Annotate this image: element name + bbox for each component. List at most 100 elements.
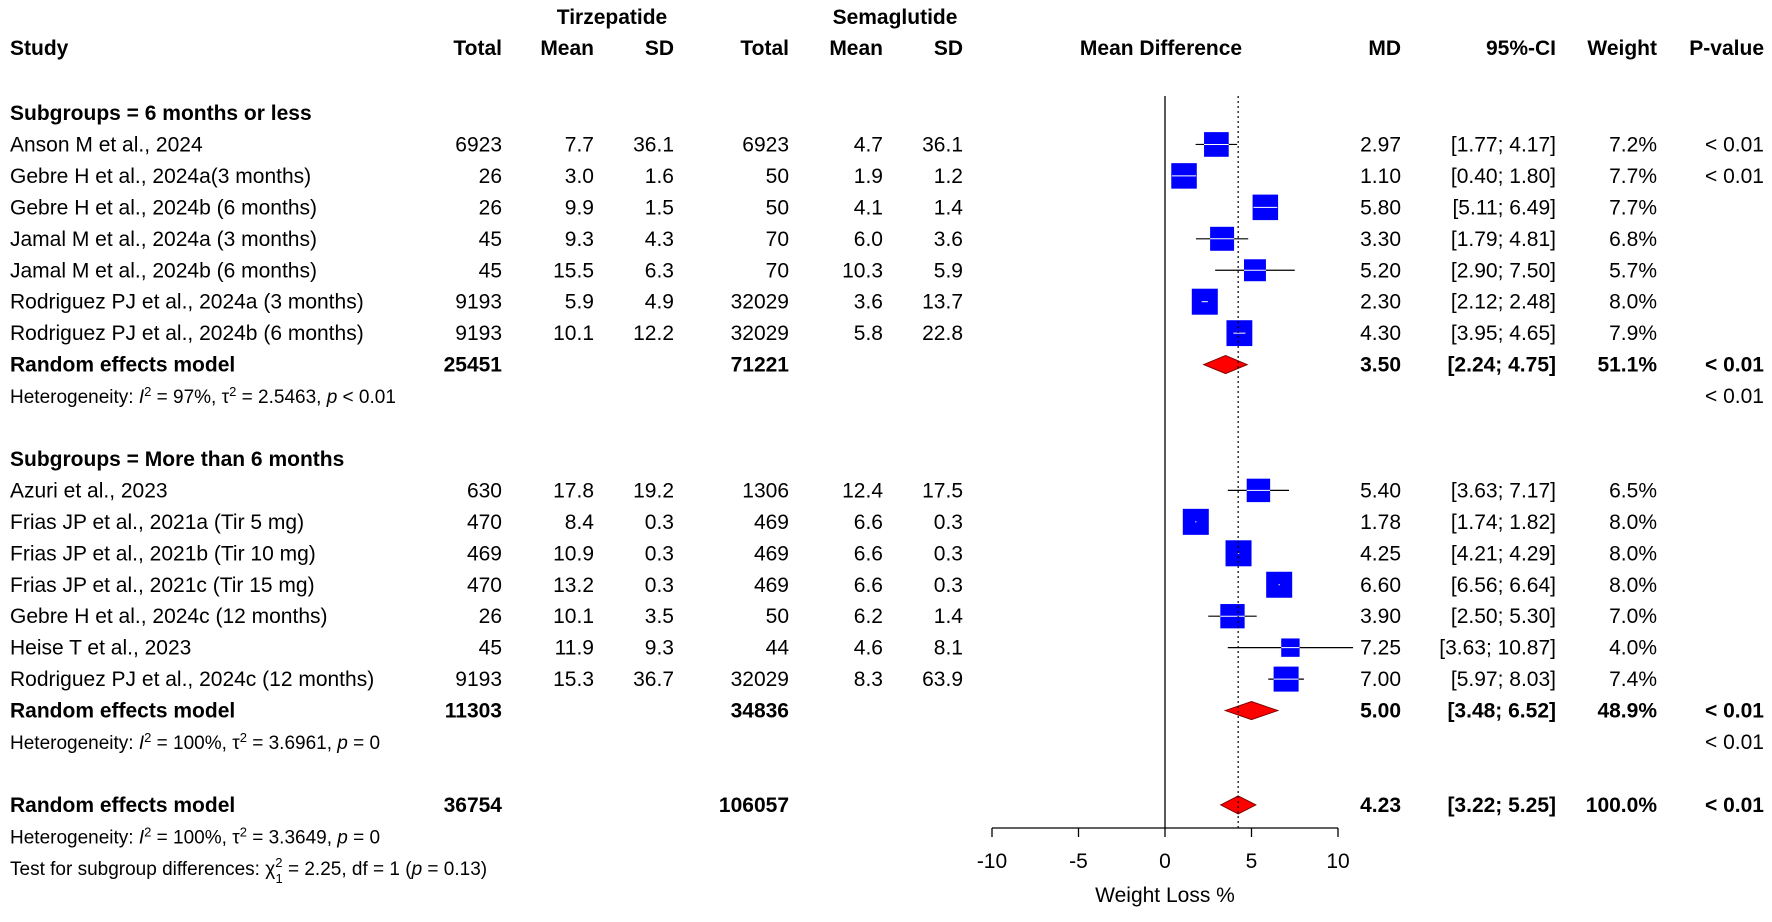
pvalue-cell: < 0.01 <box>1705 700 1764 723</box>
t-total-cell: 25451 <box>444 354 503 377</box>
s-mean-cell: 6.6 <box>854 574 883 597</box>
pooled-label: Random effects model <box>10 354 235 377</box>
md-cell: 3.90 <box>1360 605 1401 628</box>
pooled-diamond <box>1219 795 1257 815</box>
x-tick-label: -10 <box>977 850 1007 873</box>
md-cell: 4.25 <box>1360 542 1401 565</box>
s-total-cell: 32029 <box>731 291 789 314</box>
study-name: Jamal M et al., 2024a (3 months) <box>10 228 317 251</box>
heterogeneity-text: Heterogeneity: I2 = 100%, τ2 = 3.3649, p… <box>10 824 380 849</box>
t-sd-cell: 36.7 <box>633 668 674 691</box>
t-mean-cell: 9.9 <box>565 196 594 219</box>
het-pvalue-cell: < 0.01 <box>1705 385 1764 408</box>
t-mean-cell: 10.1 <box>553 322 594 345</box>
study-name: Jamal M et al., 2024b (6 months) <box>10 259 317 282</box>
t-total-cell: 9193 <box>455 291 502 314</box>
t-sd-cell: 12.2 <box>633 322 674 345</box>
study-name: Gebre H et al., 2024c (12 months) <box>10 605 328 628</box>
tau-value: = 3.6961, <box>252 733 337 754</box>
pvalue-cell: < 0.01 <box>1705 133 1764 156</box>
t-mean-cell: 3.0 <box>565 165 594 188</box>
study-header: Study <box>10 37 69 60</box>
md-cell: 7.00 <box>1360 668 1401 691</box>
s-total-cell: 32029 <box>731 668 789 691</box>
t-mean-cell: 7.7 <box>565 133 594 156</box>
md-cell: 2.30 <box>1360 291 1401 314</box>
s-sd-cell: 1.4 <box>934 196 964 219</box>
het-p-value: = 0 <box>348 827 380 848</box>
md-header: MD <box>1368 37 1401 60</box>
subgroup-label: Subgroups = 6 months or less <box>10 102 312 125</box>
study-name: Gebre H et al., 2024a(3 months) <box>10 165 311 188</box>
study-name: Heise T et al., 2023 <box>10 637 191 660</box>
t-sd-cell: 3.5 <box>645 605 674 628</box>
s-sd-cell: 63.9 <box>922 668 963 691</box>
md-cell: 2.97 <box>1360 133 1401 156</box>
weight-cell: 8.0% <box>1609 574 1657 597</box>
pvalue-cell: < 0.01 <box>1705 354 1764 377</box>
md-cell: 5.40 <box>1360 479 1401 502</box>
pvalue-cell: < 0.01 <box>1705 165 1764 188</box>
s-total-cell: 469 <box>754 511 789 534</box>
s-mean-cell: 6.6 <box>854 542 883 565</box>
ci-cell: [2.12; 2.48] <box>1451 291 1556 314</box>
s-total-cell: 469 <box>754 574 789 597</box>
t-mean-cell: 11.9 <box>555 637 594 660</box>
md-cell: 6.60 <box>1360 574 1401 597</box>
ci-cell: [3.63; 10.87] <box>1439 637 1556 660</box>
t-mean-cell: 5.9 <box>565 291 594 314</box>
ci-cell: [1.77; 4.17] <box>1451 133 1556 156</box>
s-sd-cell: 1.2 <box>934 165 963 188</box>
x-tick-label: 10 <box>1326 850 1349 873</box>
t-mean-cell: 8.4 <box>565 511 595 534</box>
s-total-cell: 50 <box>766 196 789 219</box>
weight-cell: 8.0% <box>1609 511 1657 534</box>
s-mean-cell: 4.6 <box>854 637 883 660</box>
heterogeneity-text: Heterogeneity: I2 = 97%, τ2 = 2.5463, p … <box>10 384 396 409</box>
md-cell: 5.20 <box>1360 259 1401 282</box>
pooled-label: Random effects model <box>10 794 235 817</box>
t-total-cell: 45 <box>479 259 502 282</box>
s-total-cell: 50 <box>766 605 789 628</box>
ci-cell: [3.95; 4.65] <box>1451 322 1556 345</box>
md-cell: 5.80 <box>1360 196 1401 219</box>
t-sd-cell: 1.6 <box>645 165 674 188</box>
ci-cell: [2.50; 5.30] <box>1451 605 1556 628</box>
study-name: Rodriguez PJ et al., 2024a (3 months) <box>10 291 364 314</box>
column-headers: Tirzepatide Semaglutide Study Total Mean… <box>10 6 1764 60</box>
ci-cell: [3.63; 7.17] <box>1451 479 1556 502</box>
het-pvalue-cell: < 0.01 <box>1705 731 1764 754</box>
t-sd-cell: 19.2 <box>633 479 674 502</box>
s-total-cell: 106057 <box>719 794 789 817</box>
study-name: Frias JP et al., 2021a (Tir 5 mg) <box>10 511 304 534</box>
weight-cell: 7.9% <box>1609 322 1657 345</box>
t-mean-cell: 10.1 <box>553 605 594 628</box>
weight-cell: 7.0% <box>1609 605 1657 628</box>
s-sd-cell: 3.6 <box>934 228 963 251</box>
study-name: Gebre H et al., 2024b (6 months) <box>10 196 317 219</box>
s-total-cell: 50 <box>766 165 789 188</box>
study-name: Frias JP et al., 2021c (Tir 15 mg) <box>10 574 315 597</box>
t-mean-cell: 17.8 <box>553 479 594 502</box>
s-sd-cell: 36.1 <box>922 133 963 156</box>
s-mean-cell: 12.4 <box>842 479 883 502</box>
i2-value: = 100%, <box>157 733 233 754</box>
s-total-cell: 6923 <box>742 133 789 156</box>
x-axis-label: Weight Loss % <box>1095 884 1235 907</box>
pvalue-cell: < 0.01 <box>1705 794 1764 817</box>
test-p-value: = 0.13) <box>422 859 487 880</box>
t-total-cell: 6923 <box>455 133 502 156</box>
weight-cell: 8.0% <box>1609 291 1657 314</box>
s-mean-cell: 4.1 <box>854 196 883 219</box>
t-total-cell: 36754 <box>444 794 503 817</box>
heterogeneity-prefix: Heterogeneity: <box>10 827 139 848</box>
s-sd-cell: 0.3 <box>934 511 963 534</box>
t-sd-cell: 6.3 <box>645 259 674 282</box>
ci-cell: [6.56; 6.64] <box>1451 574 1556 597</box>
s-sd-cell: 0.3 <box>934 542 963 565</box>
chi-value: = 2.25, df = 1 ( <box>288 859 412 880</box>
pooled-diamond <box>1202 355 1249 375</box>
study-name: Rodriguez PJ et al., 2024b (6 months) <box>10 322 364 345</box>
t-mean-cell: 15.5 <box>553 259 594 282</box>
